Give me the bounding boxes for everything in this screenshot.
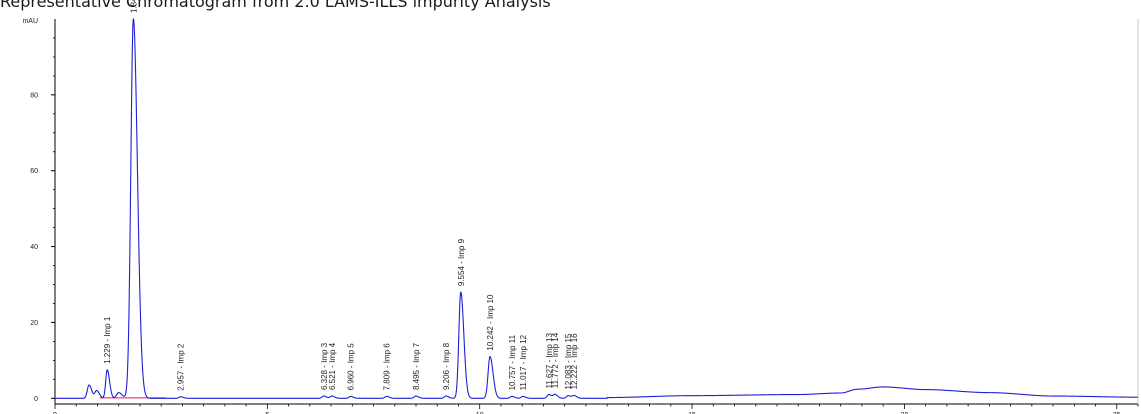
peak-label: 9.554 - Imp 9 [457, 238, 466, 286]
y-tick-label: 60 [30, 168, 38, 175]
x-tick-label: 5 [265, 412, 269, 414]
x-tick-label: 10 [476, 412, 484, 414]
peak-label: 9.206 - Imp 8 [442, 342, 451, 390]
peak-label: 12.222 - Imp 16 [570, 333, 579, 390]
peak-labels: 1.229 - Imp 1 1.845 - Ampicillin 2.957 - I… [103, 0, 579, 391]
signal-layer [55, 18, 1138, 399]
peak-label: 1.229 - Imp 1 [103, 316, 112, 364]
x-tick-label: 20 [901, 412, 909, 414]
peak-label: 11.772 - Imp 14 [551, 332, 560, 388]
y-tick-label: 80 [30, 92, 38, 99]
peak-label: 11.627 - Imp 13 [545, 333, 554, 389]
peak-label: 10.242 - Imp 10 [486, 294, 495, 351]
plot-frame [54, 19, 1139, 405]
y-tick-label: 0 [34, 396, 38, 403]
peak-label: 6.521 - Imp 4 [328, 342, 337, 390]
peak-label: 8.495 - Imp 7 [412, 342, 421, 390]
peak-label: 11.017 - Imp 12 [519, 334, 528, 390]
peak-label: 10.757 - Imp 11 [508, 334, 517, 390]
peak-label: 2.957 - Imp 2 [177, 343, 186, 391]
chart-title: Representative Chromatogram from 2.0 LAM… [0, 0, 551, 11]
y-axis: 0 20 40 60 80 mAU [22, 18, 55, 403]
peak-label: 6.328 - Imp 3 [320, 342, 329, 390]
peak-label: 12.083 - Imp 15 [564, 333, 573, 390]
peak-label: 6.960 - Imp 5 [347, 343, 356, 391]
x-tick-label: 15 [688, 412, 696, 414]
x-axis: 0 5 10 15 20 25 [53, 404, 1139, 414]
peak-label: 1.845 - Ampicillin [129, 0, 138, 13]
y-tick-label: 20 [30, 320, 38, 327]
peak-label: 7.809 - Imp 6 [383, 343, 392, 391]
x-tick-label: 25 [1113, 412, 1121, 414]
y-tick-label: 40 [30, 244, 38, 251]
x-tick-label: 0 [53, 412, 57, 414]
y-axis-unit-label: mAU [22, 18, 38, 25]
chromatogram-trace [55, 18, 1138, 399]
